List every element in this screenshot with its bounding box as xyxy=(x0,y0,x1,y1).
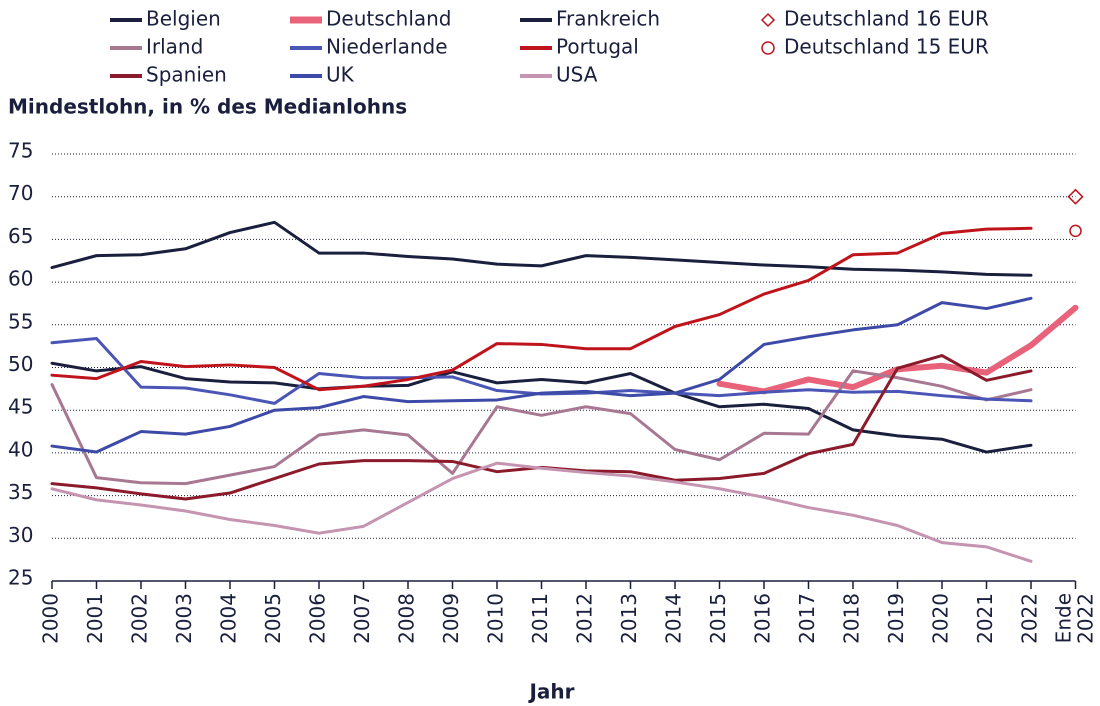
x-tick-label: 2015 xyxy=(706,593,730,644)
x-tick-label: 2002 xyxy=(128,593,152,644)
line xyxy=(50,361,1033,454)
legend-label: Deutschland 16 EUR xyxy=(784,7,989,31)
x-tick-label: 2011 xyxy=(528,593,552,644)
x-tick-label: 2018 xyxy=(840,593,864,644)
x-axis-label: Jahr xyxy=(527,680,574,704)
x-tick-label: 2000 xyxy=(39,593,63,644)
y-tick-label: 60 xyxy=(8,267,33,291)
x-tick-label: Ende2022 xyxy=(1051,593,1097,644)
marker xyxy=(1069,224,1082,238)
legend-label: Spanien xyxy=(146,63,227,87)
x-tick-label: 2019 xyxy=(884,593,908,644)
y-tick-label: 45 xyxy=(8,395,33,419)
x-tick-label: 2014 xyxy=(662,593,686,644)
x-tick-label: 2016 xyxy=(751,593,775,644)
x-tick-label: 2001 xyxy=(83,593,107,644)
legend-label: Frankreich xyxy=(556,7,660,31)
x-tick-label: 2017 xyxy=(795,593,819,644)
y-tick-label: 55 xyxy=(8,309,33,333)
x-tick-label: 2010 xyxy=(484,593,508,644)
y-tick-label: 75 xyxy=(8,139,33,163)
x-tick-label: 2013 xyxy=(617,593,641,644)
legend-label: Deutschland 15 EUR xyxy=(784,35,989,59)
x-tick-label: 2021 xyxy=(973,593,997,644)
x-tick-label: 2003 xyxy=(172,593,196,644)
y-tick-label: 50 xyxy=(8,352,33,376)
line xyxy=(50,461,1033,563)
x-tick-label: 2004 xyxy=(217,593,241,644)
legend-label: Portugal xyxy=(556,35,639,59)
line xyxy=(50,226,1033,392)
legend-marker xyxy=(761,41,775,55)
y-tick-label: 25 xyxy=(8,566,33,590)
legend-label: Niederlande xyxy=(326,35,448,59)
legend-label: USA xyxy=(556,63,598,87)
x-tick-label: 2007 xyxy=(350,593,374,644)
x-tick-label: 2009 xyxy=(439,593,463,644)
y-tick-label: 40 xyxy=(8,437,33,461)
x-tick-label: 2008 xyxy=(395,593,419,644)
legend-label: Irland xyxy=(146,35,203,59)
marker xyxy=(1067,188,1084,205)
y-tick-label: 70 xyxy=(8,181,33,205)
x-tick-label: 2020 xyxy=(929,593,953,644)
x-tick-label: 2006 xyxy=(306,593,330,644)
line xyxy=(50,296,1033,454)
x-tick-label: 2022 xyxy=(1018,593,1042,644)
x-tick-label: 2012 xyxy=(573,593,597,644)
y-tick-label: 65 xyxy=(8,224,33,248)
legend-label: Deutschland xyxy=(326,7,452,31)
line xyxy=(50,369,1033,486)
y-tick-label: 35 xyxy=(8,480,33,504)
legend-marker xyxy=(760,12,776,28)
y-tick-label: 30 xyxy=(8,523,33,547)
x-tick-label: 2005 xyxy=(261,593,285,644)
y-axis-label: Mindestlohn, in % des Medianlohns xyxy=(8,95,407,119)
legend-label: UK xyxy=(326,63,355,87)
legend-label: Belgien xyxy=(146,7,221,31)
line xyxy=(50,220,1033,277)
